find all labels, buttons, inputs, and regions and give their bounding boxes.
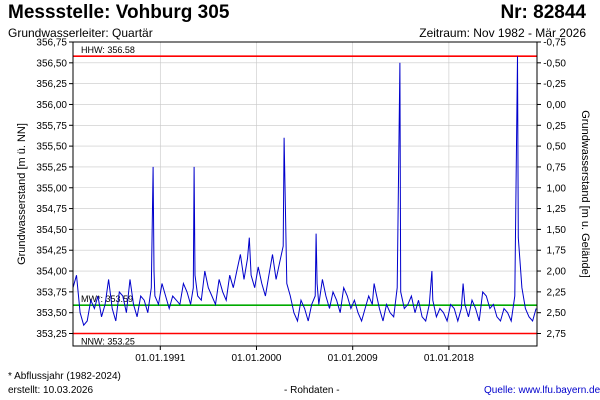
y-axis-left: 353,25 353,50 353,75 354,00 354,25 354,50 354,… bbox=[36, 38, 73, 340]
y-tick-label: 356,00 bbox=[36, 100, 67, 111]
reference-label: MW*: 353.59 bbox=[81, 294, 133, 304]
y2-axis-title: Grundwasserstand [m u. Gelände] bbox=[579, 110, 591, 278]
y2-tick-label: 2,75 bbox=[547, 329, 567, 340]
y-tick-label: 353,25 bbox=[36, 329, 67, 340]
aquifer-label: Grundwasserleiter: Quartär bbox=[8, 26, 153, 40]
y2-tick-label: 1,75 bbox=[547, 246, 567, 257]
y2-tick-label: 2,00 bbox=[547, 267, 567, 278]
y-tick-label: 356,50 bbox=[36, 58, 67, 69]
y-tick-label: 355,50 bbox=[36, 142, 67, 153]
x-axis: 01.01.1991 01.01.2000 01.01.2009 01.01.2018 bbox=[135, 346, 474, 364]
y2-tick-label: 0,25 bbox=[547, 121, 567, 132]
source-link[interactable]: Quelle: www.lfu.bayern.de bbox=[484, 385, 600, 396]
raw-data-note: - Rohdaten - bbox=[284, 385, 340, 396]
y-tick-label: 356,75 bbox=[36, 38, 67, 49]
y2-tick-label: 2,25 bbox=[547, 287, 567, 298]
y-tick-label: 353,75 bbox=[36, 287, 67, 298]
x-tick-label: 01.01.2000 bbox=[231, 353, 281, 364]
series-layer bbox=[72, 56, 537, 327]
y2-tick-label: 0,75 bbox=[547, 162, 567, 173]
x-tick-label: 01.01.2009 bbox=[328, 353, 378, 364]
y-tick-label: 356,25 bbox=[36, 79, 67, 90]
y2-tick-label: 1,25 bbox=[547, 204, 567, 215]
page-title: Messstelle: Vohburg 305 bbox=[8, 2, 230, 23]
y-tick-label: 355,25 bbox=[36, 162, 67, 173]
y-tick-label: 355,75 bbox=[36, 121, 67, 132]
y2-tick-label: 0,00 bbox=[547, 100, 567, 111]
y2-tick-label: -0,25 bbox=[543, 79, 566, 90]
chart-grid bbox=[73, 41, 537, 346]
x-tick-label: 01.01.2018 bbox=[424, 353, 474, 364]
y-tick-label: 355,00 bbox=[36, 183, 67, 194]
y-tick-label: 354,00 bbox=[36, 267, 67, 278]
y-tick-label: 354,75 bbox=[36, 204, 67, 215]
reference-label: NNW: 353.25 bbox=[81, 337, 135, 347]
reference-label: HHW: 356.58 bbox=[81, 45, 135, 55]
y-axis-title: Grundwasserstand [m ü. NN] bbox=[16, 123, 28, 265]
series-line bbox=[72, 56, 537, 327]
y2-tick-label: 1,00 bbox=[547, 183, 567, 194]
y-tick-label: 354,50 bbox=[36, 225, 67, 236]
y2-tick-label: 2,50 bbox=[547, 308, 567, 319]
y2-tick-label: 0,50 bbox=[547, 142, 567, 153]
reference-lines: HHW: 356.58 MW*: 353.59 NNW: 353.25 bbox=[73, 45, 537, 347]
y2-tick-label: -0,50 bbox=[543, 58, 566, 69]
y2-tick-label: -0,75 bbox=[543, 38, 566, 49]
footnote: * Abflussjahr (1982-2024) bbox=[8, 371, 121, 382]
y-axis-right: -0,75 -0,50 -0,25 0,00 0,25 0,50 0,75 1,00 1,25 1… bbox=[537, 38, 567, 340]
y-tick-label: 353,50 bbox=[36, 308, 67, 319]
station-number: Nr: 82844 bbox=[500, 2, 586, 23]
period-label: Zeitraum: Nov 1982 - Mär 2026 bbox=[419, 26, 586, 40]
x-tick-label: 01.01.1991 bbox=[135, 353, 185, 364]
plot-frame bbox=[72, 41, 538, 347]
y-tick-label: 354,25 bbox=[36, 246, 67, 257]
y2-tick-label: 1,50 bbox=[547, 225, 567, 236]
created-date: erstellt: 10.03.2026 bbox=[8, 385, 94, 396]
